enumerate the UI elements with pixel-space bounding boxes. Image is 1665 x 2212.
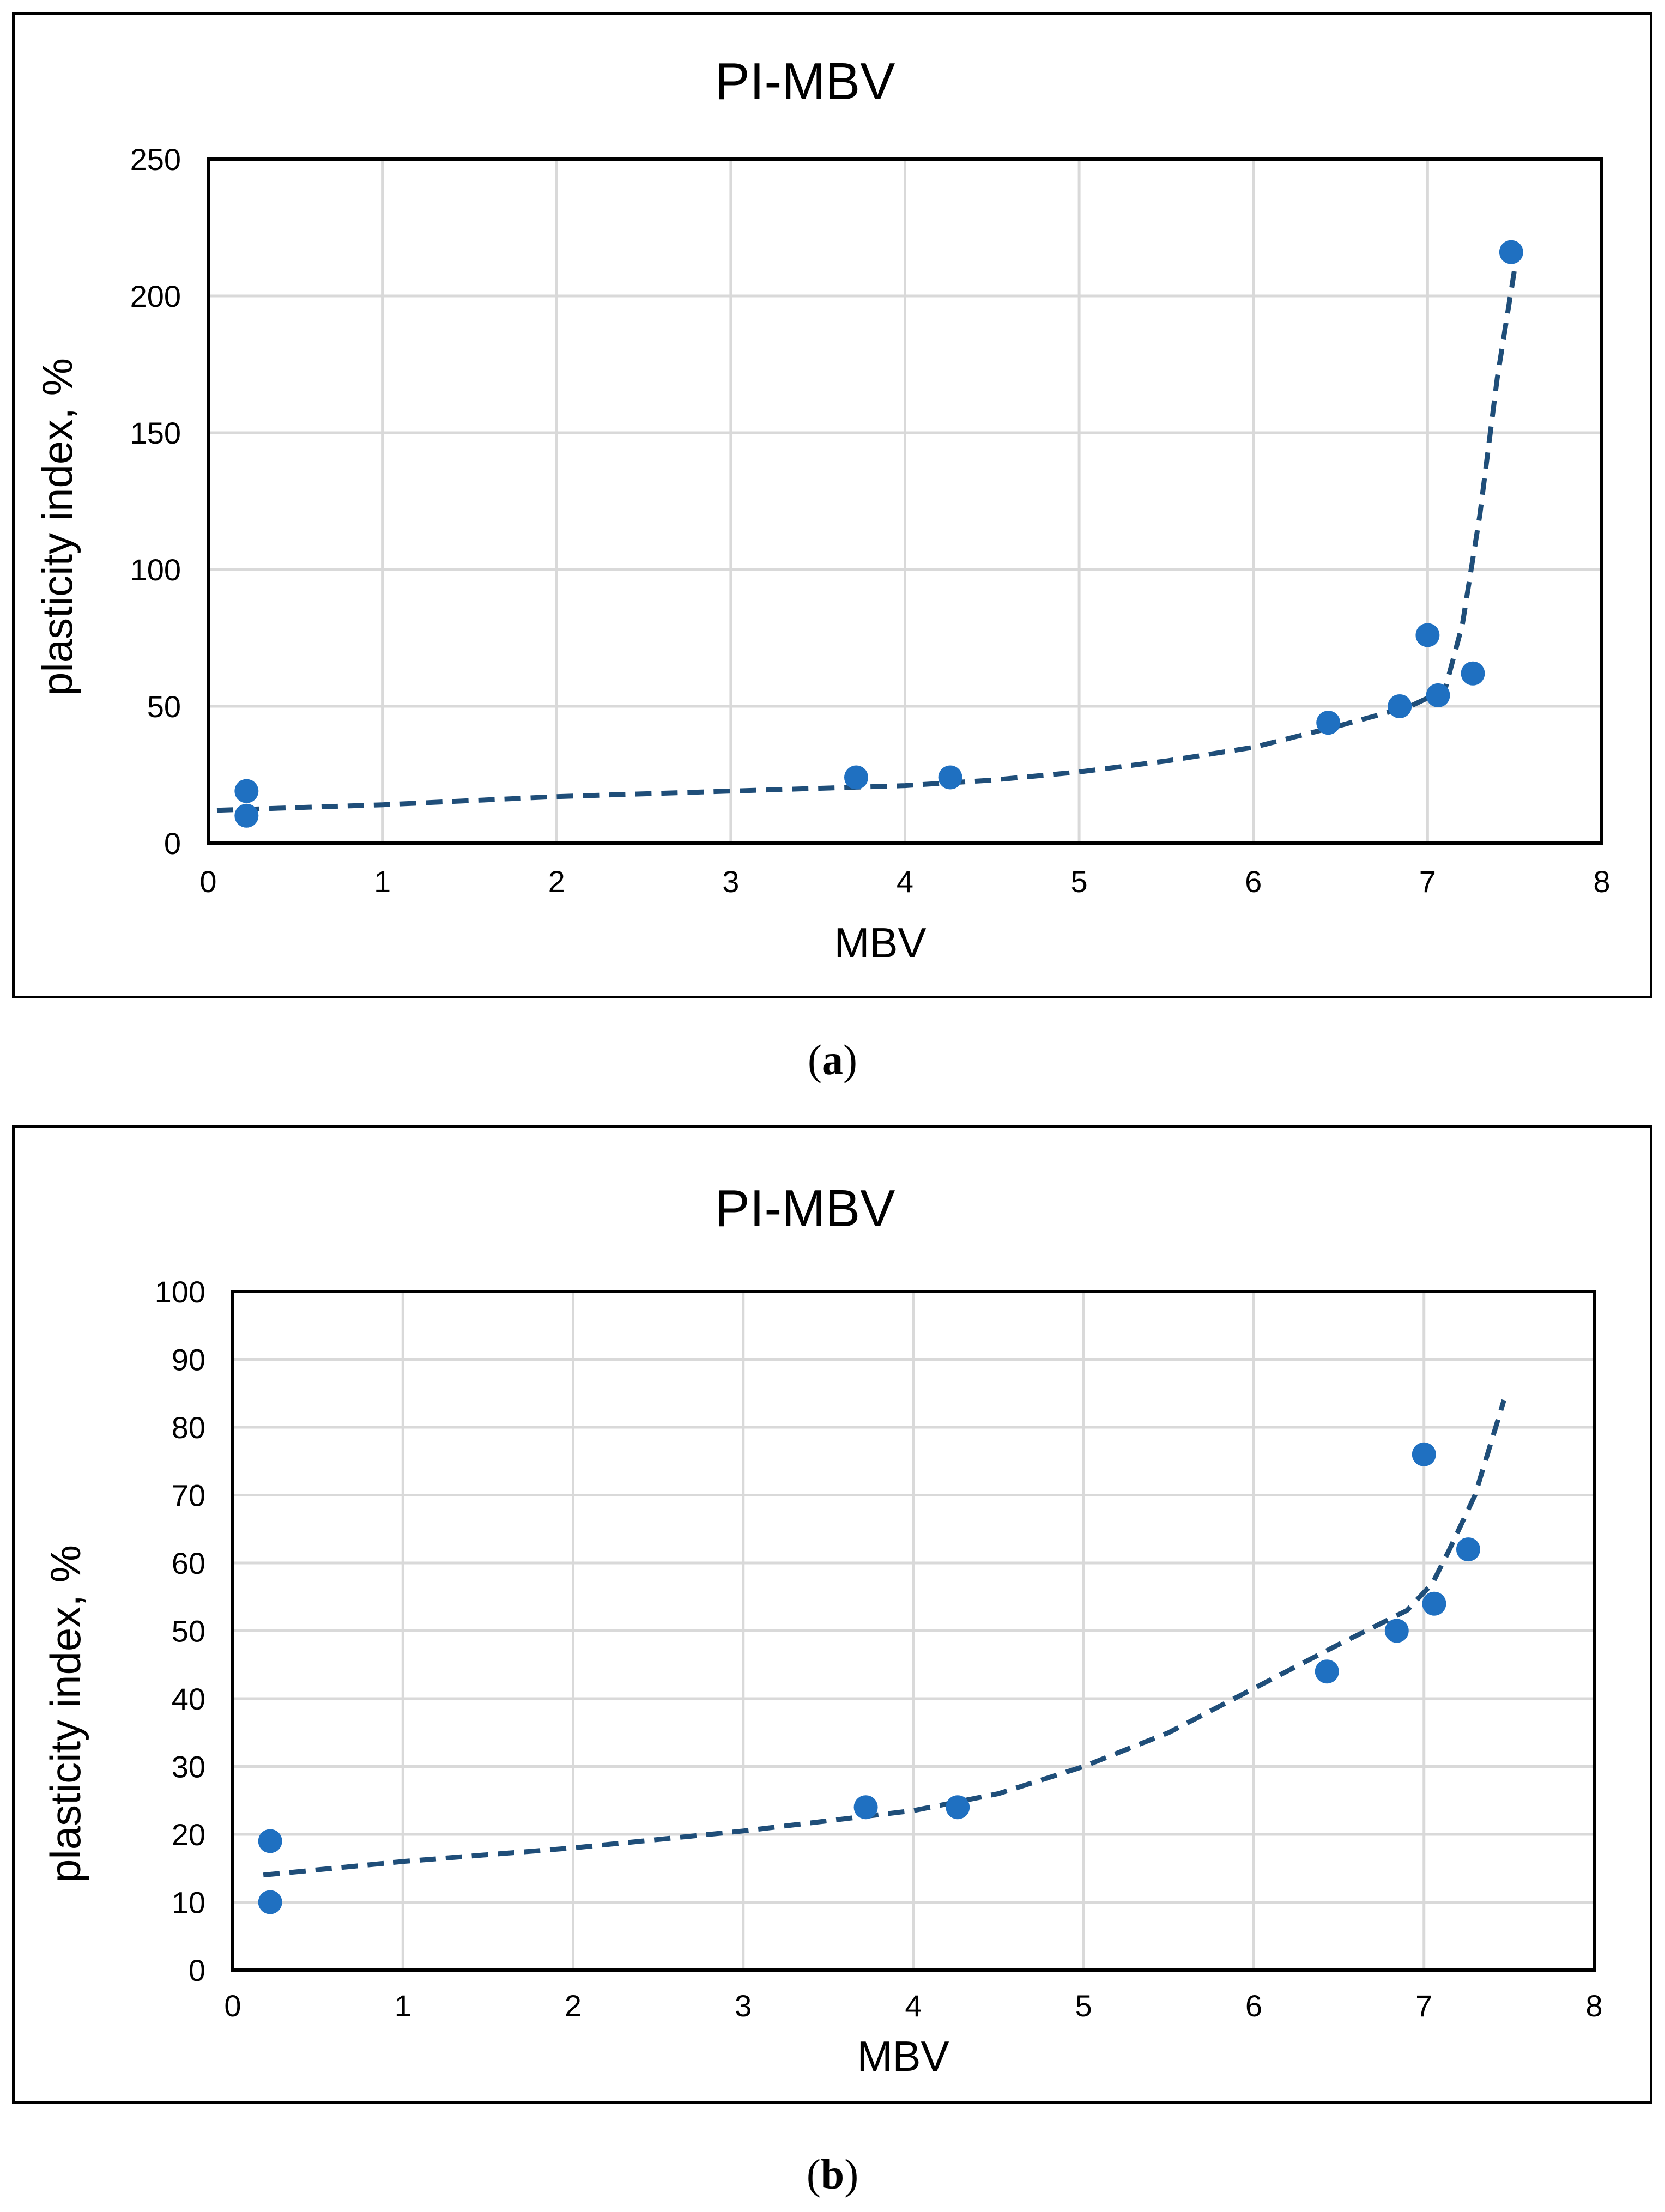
x-axis-label: MBV — [857, 2032, 949, 2080]
plot-area-border — [207, 157, 1603, 845]
y-tick-label: 150 — [130, 416, 181, 450]
y-tick-label: 100 — [130, 553, 181, 587]
x-tick-label: 2 — [548, 864, 565, 899]
data-point-6 — [1412, 1442, 1436, 1466]
y-axis-label: plasticity index, % — [41, 1545, 89, 1883]
data-point-0 — [258, 1829, 282, 1853]
x-tick-label: 7 — [1419, 864, 1436, 899]
x-tick-label: 3 — [722, 864, 739, 899]
x-tick-label: 8 — [1585, 1989, 1602, 2023]
x-tick-label: 1 — [395, 1989, 411, 2023]
x-axis-label: MBV — [834, 919, 926, 967]
data-point-7 — [1422, 1591, 1446, 1616]
x-tick-label: 2 — [565, 1989, 582, 2023]
data-point-7 — [1426, 683, 1450, 707]
x-tick-label: 5 — [1075, 1989, 1092, 2023]
plot-area-border — [231, 1290, 1596, 1972]
data-point-3 — [938, 765, 962, 790]
x-tick-label: 8 — [1593, 864, 1610, 899]
trendline — [263, 1399, 1506, 1878]
data-point-2 — [853, 1795, 878, 1820]
data-point-0 — [234, 779, 259, 803]
data-point-2 — [844, 765, 869, 790]
y-tick-label: 30 — [172, 1750, 205, 1784]
caption-a: (a) — [808, 1036, 857, 1083]
y-tick-label: 90 — [172, 1343, 205, 1377]
x-tick-label: 0 — [224, 1989, 241, 2023]
y-axis-label: plasticity index, % — [33, 358, 81, 696]
x-tick-label: 3 — [735, 1989, 752, 2023]
x-tick-label: 6 — [1245, 864, 1262, 899]
x-tick-label: 4 — [905, 1989, 922, 2023]
y-tick-label: 0 — [189, 1953, 205, 1987]
data-point-8 — [1461, 661, 1485, 686]
trendline — [216, 246, 1521, 813]
x-tick-label: 7 — [1415, 1989, 1432, 2023]
y-tick-label: 70 — [172, 1478, 205, 1513]
data-point-8 — [1456, 1537, 1480, 1562]
y-tick-label: 50 — [147, 689, 181, 724]
chart-title: PI-MBV — [715, 52, 895, 111]
y-tick-label: 0 — [164, 826, 181, 860]
data-point-1 — [258, 1890, 282, 1914]
data-point-3 — [946, 1795, 970, 1820]
caption-b: (b) — [806, 2150, 859, 2198]
caption-b-label: b — [820, 2150, 845, 2198]
chart-panel-a: PI-MBV 0 1 2 3 4 5 6 7 8 0 50 100 150 200 250 MBV plas… — [12, 12, 1652, 998]
y-tick-label: 40 — [172, 1682, 205, 1716]
y-tick-label: 20 — [172, 1817, 205, 1852]
data-point-1 — [234, 803, 259, 828]
y-tick-label: 100 — [155, 1275, 205, 1309]
y-tick-label: 50 — [172, 1614, 205, 1649]
data-point-6 — [1415, 623, 1440, 647]
y-tick-label: 60 — [172, 1546, 205, 1580]
caption-a-label: a — [822, 1036, 843, 1083]
y-tick-label: 10 — [172, 1886, 205, 1920]
x-tick-label: 5 — [1071, 864, 1088, 899]
data-point-5 — [1388, 694, 1412, 718]
x-tick-label: 6 — [1245, 1989, 1262, 2023]
chart-a: PI-MBV 0 1 2 3 4 5 6 7 8 0 50 100 150 200 250 MBV plas… — [33, 52, 1610, 967]
chart-panel-b: PI-MBV 0 1 2 3 4 5 6 7 8 0 10 20 30 40 50 60 70 80 90 100 M… — [12, 1125, 1652, 2104]
data-point-9 — [1499, 240, 1523, 264]
x-tick-label: 4 — [897, 864, 913, 899]
y-tick-label: 80 — [172, 1410, 205, 1445]
data-point-4 — [1315, 1659, 1339, 1684]
y-tick-label: 200 — [130, 279, 181, 313]
x-tick-label: 1 — [374, 864, 391, 899]
data-point-5 — [1384, 1619, 1409, 1643]
chart-title: PI-MBV — [715, 1179, 895, 1238]
y-tick-label: 250 — [130, 142, 181, 177]
data-point-4 — [1316, 711, 1341, 735]
x-tick-label: 0 — [199, 864, 216, 899]
